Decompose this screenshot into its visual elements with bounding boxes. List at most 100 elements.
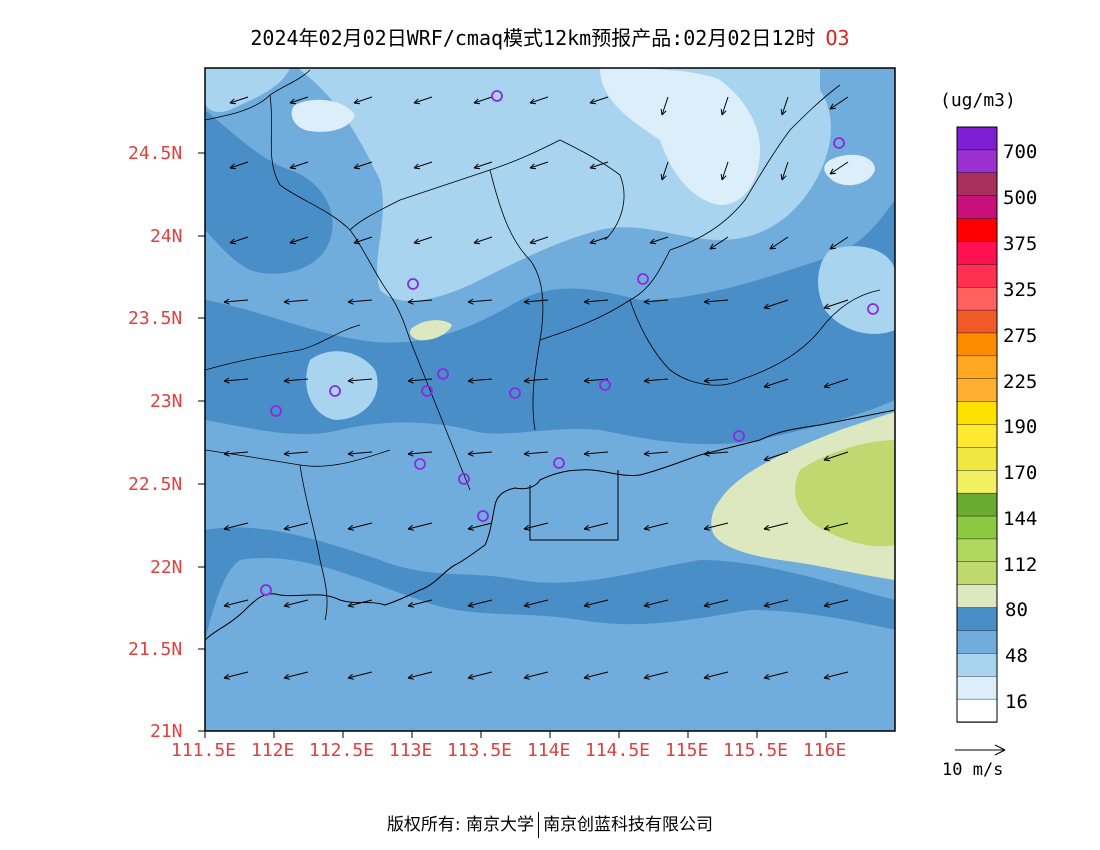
admin-boundary-box [529, 470, 619, 541]
wind-vector-head [763, 459, 771, 462]
wind-vector-head [347, 377, 354, 382]
wind-vector-head [763, 303, 769, 309]
wind-vector-head [763, 307, 771, 310]
wind-vector [523, 378, 549, 382]
concentration-field [205, 68, 895, 731]
wind-vector-head [467, 673, 473, 679]
wind-vector [473, 96, 493, 104]
wind-vector-head [473, 238, 479, 244]
wind-vector [703, 671, 729, 679]
field-band-dark-west [205, 110, 333, 274]
wind-vector-head [523, 380, 530, 384]
wind-vector-head [769, 247, 776, 250]
wind-vector [823, 522, 849, 530]
legend-swatch [956, 676, 998, 700]
wind-vector-head [407, 673, 413, 679]
wind-vector-head [283, 380, 290, 384]
station-marker [509, 387, 521, 399]
wind-vector [589, 96, 609, 104]
copyright-divider [538, 812, 540, 838]
wind-vector-head [589, 167, 597, 170]
wind-vector-head [223, 528, 230, 531]
wind-vector [223, 378, 249, 382]
y-tick-label: 22N [150, 557, 183, 578]
field-band-pale-nw [291, 99, 355, 132]
x-tick-label: 114E [527, 740, 571, 761]
wind-vector [643, 299, 669, 303]
wind-vector-head [413, 167, 421, 170]
wind-vector-head [347, 450, 354, 455]
legend-label: 375 [1003, 233, 1038, 255]
wind-vector [407, 671, 433, 679]
wind-vector-head [229, 238, 235, 244]
wind-vector-head [829, 247, 836, 250]
field-band-light-east [818, 246, 895, 334]
wind-vector-head [229, 102, 237, 105]
wind-vector-head [583, 601, 589, 607]
wind-vector-head [720, 108, 723, 116]
wind-vector [703, 451, 729, 455]
wind-vector-head [823, 307, 831, 310]
wind-vector [703, 299, 729, 303]
wind-vector-head [829, 168, 834, 175]
wind-vector [223, 599, 249, 607]
wind-vector-head [413, 163, 419, 169]
x-tick-label: 112.5E [309, 740, 375, 761]
wind-vector-head [780, 108, 783, 116]
wind-vector-head [703, 298, 710, 303]
wind-vector-head [660, 108, 663, 116]
wind-vector-head [467, 524, 473, 530]
wind-vector [769, 236, 789, 250]
wind-vector [583, 522, 609, 530]
wind-vector-head [407, 677, 414, 680]
station-marker [421, 385, 433, 397]
wind-vector-head [229, 167, 237, 170]
wind-vector-head [289, 238, 295, 244]
coastline [205, 409, 895, 641]
wind-vector-head [347, 528, 354, 531]
wind-vector [347, 299, 373, 303]
wind-vector-head [467, 528, 474, 531]
wind-vector-head [763, 386, 771, 389]
wind-vector-head [347, 601, 353, 607]
admin-boundary [205, 69, 881, 621]
wind-vector-head [347, 673, 353, 679]
wind-vector-head [643, 524, 649, 530]
wind-vector-head [347, 524, 353, 530]
wind-vector-head [353, 242, 361, 245]
x-tick-label: 115E [665, 740, 709, 761]
wind-vector-head [583, 673, 589, 679]
field-band-light-nw [205, 68, 290, 112]
wind-vector [583, 599, 609, 607]
wind-vector-head [589, 242, 597, 245]
wind-vector [467, 451, 493, 455]
wind-vector [829, 161, 849, 175]
wind-vector-head [283, 301, 290, 305]
wind-vector [583, 299, 609, 303]
wind-vector-head [781, 175, 787, 181]
wind-vector-head [347, 380, 354, 384]
wind-vector-head [529, 242, 537, 245]
wind-vector-head [223, 673, 229, 679]
wind-vector-head [523, 605, 530, 608]
wind-vector [289, 161, 309, 169]
wind-vector-head [823, 386, 831, 389]
wind-vector-head [823, 605, 830, 608]
wind-vector [223, 671, 249, 679]
station-marker [414, 458, 426, 470]
station-marker [329, 385, 341, 397]
wind-vector-head [523, 301, 530, 305]
wind-vector [467, 378, 493, 382]
wind-vector-head [223, 377, 230, 382]
wind-vector-head [589, 238, 595, 244]
legend-swatch [956, 538, 998, 563]
wind-vector-head [780, 173, 783, 181]
wind-vector [467, 522, 493, 530]
wind-vector-head [703, 524, 709, 530]
wind-vector-head [781, 110, 787, 116]
legend-swatch [956, 424, 998, 449]
x-tick-label: 112E [251, 740, 295, 761]
y-tick-label: 21N [150, 721, 183, 742]
station-marker [407, 278, 419, 290]
